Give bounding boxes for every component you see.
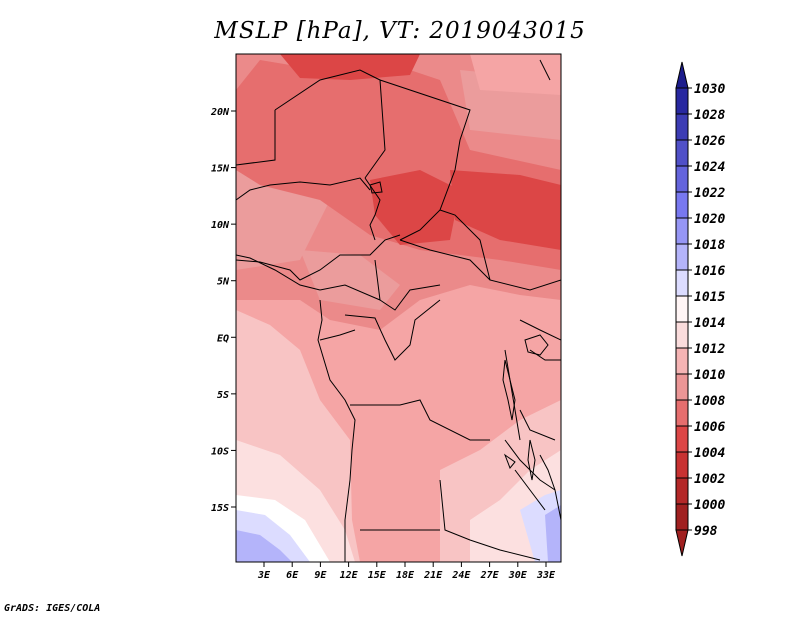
colorbar-label: 998 [694,524,718,539]
colorbar-segment [675,113,689,141]
colorbar: 1030 1028 1026 1024 1022 1020 1018 1016 1015 1014… [675,61,725,557]
lon-tick-label: 12E [340,570,359,581]
field-1018-southeast [545,505,561,562]
lake-kariba [503,453,516,469]
colorbar-label: 1000 [694,498,725,513]
map-frame [235,53,562,563]
lakes [369,181,549,481]
colorbar-label: 1006 [694,420,725,435]
colorbar-segment [675,269,689,297]
colorbar-label: 1012 [694,342,725,357]
lat-tick-label: EQ [217,333,229,344]
lon-tick-label: 6E [286,570,299,581]
colorbar-segment [675,451,689,479]
colorbar-label: 1020 [694,212,725,227]
lat-tick-label: 5S [217,390,229,401]
colorbar-segment [675,477,689,505]
colorbar-label: 1014 [694,316,725,331]
colorbar-label: 1008 [694,394,725,409]
colorbar-bottom-arrow [675,529,689,557]
lon-tick-label: 18E [396,570,415,581]
colorbar-label: 1028 [694,108,725,123]
field-1002-north-edge [280,54,420,80]
colorbar-label: 1016 [694,264,725,279]
lat-tick-label: 10N [211,220,230,231]
map-title: MSLP [hPa], VT: 2019043015 [214,18,586,44]
field-1008-central [300,250,400,310]
footer-credit: GrADS: IGES/COLA [4,603,101,614]
colorbar-segment [675,503,689,531]
lat-tick-label: 5N [217,277,230,288]
colorbar-segment [675,295,689,323]
colorbar-label: 1010 [694,368,725,383]
lon-tick-label: 3E [257,570,271,581]
colorbar-segment [675,321,689,349]
colorbar-segment [675,217,689,245]
lat-tick-label: 15N [211,164,230,175]
colorbar-segment [675,425,689,453]
lon-tick-label: 30E [508,570,528,581]
lat-tick-label: 15S [211,503,229,514]
colorbar-segment [675,243,689,271]
field-1018-southwest [236,530,292,562]
lake-malawi [527,439,536,481]
lon-tick-label: 33E [536,570,556,581]
lake-chad [369,181,383,194]
colorbar-label: 1018 [694,238,725,253]
lon-tick-label: 24E [451,570,471,581]
colorbar-segment [675,399,689,427]
field-1002-sudan [450,170,561,250]
colorbar-segment [675,87,689,115]
longitude-axis: 3E 6E 9E 12E 15E 18E 21E 24E 27E 30E 33E [257,562,556,581]
lat-tick-label: 10S [211,446,229,457]
lake-victoria [524,334,549,356]
colorbar-segment [675,139,689,167]
field-1010-northeast [470,54,561,95]
colorbar-top-arrow [675,61,689,89]
colorbar-label: 1022 [694,186,725,201]
lon-tick-label: 15E [368,570,387,581]
field-1002-chad [370,170,460,245]
colorbar-label: 1030 [694,82,725,97]
colorbar-segment [675,347,689,375]
lat-tick-label: 20N [210,107,230,118]
colorbar-segment [675,165,689,193]
pressure-field [236,54,561,562]
lon-tick-label: 21E [423,570,443,581]
colorbar-label: 1015 [694,290,725,305]
lake-tanganyika [502,359,516,421]
colorbar-label: 1026 [694,134,725,149]
coastlines [236,254,561,562]
latitude-axis: 20N 15N 10N 5N EQ 5S 10S 15S [210,107,236,514]
colorbar-label: 1004 [694,446,725,461]
colorbar-segment [675,191,689,219]
colorbar-segment [675,373,689,401]
lon-tick-label: 27E [480,570,500,581]
colorbar-label: 1002 [694,472,725,487]
lon-tick-label: 9E [314,570,327,581]
colorbar-label: 1024 [694,160,725,175]
